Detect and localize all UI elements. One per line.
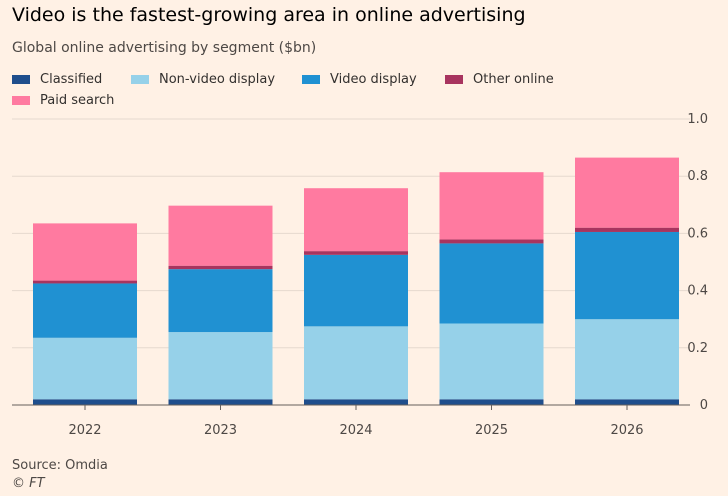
legend-label-paid-search: Paid search bbox=[40, 93, 115, 108]
legend-swatch-paid-search bbox=[12, 96, 30, 105]
bar-video-display-2022 bbox=[33, 283, 137, 338]
x-tick-label: 2026 bbox=[610, 423, 643, 438]
bar-classified-2024 bbox=[304, 399, 408, 405]
legend-label-non-video-display: Non-video display bbox=[159, 72, 276, 87]
bar-other-online-2025 bbox=[439, 239, 544, 244]
legend-swatch-classified bbox=[12, 75, 30, 84]
x-tick-label: 2025 bbox=[475, 423, 508, 438]
legend-item-classified: Classified bbox=[12, 72, 102, 87]
y-tick-label: 0.8 bbox=[687, 169, 708, 184]
bar-non-video-display-2023 bbox=[168, 332, 273, 400]
x-tick-label: 2022 bbox=[68, 423, 101, 438]
y-tick-label: 0.2 bbox=[687, 341, 708, 356]
bar-non-video-display-2024 bbox=[304, 326, 408, 400]
y-tick-label: 0.6 bbox=[687, 226, 708, 241]
chart-subtitle: Global online advertising by segment ($b… bbox=[12, 40, 317, 56]
legend-item-video-display: Video display bbox=[302, 72, 417, 87]
bar-classified-2025 bbox=[439, 399, 544, 405]
bar-paid-search-2025 bbox=[439, 172, 544, 240]
bar-other-online-2026 bbox=[575, 227, 679, 232]
bar-video-display-2024 bbox=[304, 254, 408, 327]
bar-non-video-display-2022 bbox=[33, 337, 137, 400]
bar-video-display-2023 bbox=[168, 269, 273, 333]
y-tick-label: 0 bbox=[700, 398, 708, 413]
legend: Classified Non-video display Video displ… bbox=[12, 72, 612, 116]
source-note: Source: Omdia bbox=[12, 458, 108, 473]
bar-classified-2023 bbox=[168, 399, 273, 405]
chart-title: Video is the fastest-growing area in onl… bbox=[12, 4, 526, 26]
legend-item-paid-search: Paid search bbox=[12, 93, 114, 108]
bar-paid-search-2024 bbox=[304, 188, 408, 252]
y-tick-label: 0.4 bbox=[687, 284, 708, 299]
legend-label-classified: Classified bbox=[40, 72, 103, 87]
legend-swatch-non-video-display bbox=[131, 75, 149, 84]
bar-classified-2022 bbox=[33, 399, 137, 405]
bar-other-online-2022 bbox=[33, 280, 137, 284]
bar-other-online-2023 bbox=[168, 265, 273, 270]
legend-swatch-video-display bbox=[302, 75, 320, 84]
legend-item-non-video-display: Non-video display bbox=[131, 72, 275, 87]
bar-video-display-2025 bbox=[439, 243, 544, 324]
bar-paid-search-2022 bbox=[33, 223, 137, 281]
x-tick-label: 2023 bbox=[204, 423, 237, 438]
legend-label-other-online: Other online bbox=[473, 72, 554, 87]
bar-classified-2026 bbox=[575, 399, 679, 405]
bar-non-video-display-2026 bbox=[575, 319, 679, 400]
legend-item-other-online: Other online bbox=[445, 72, 554, 87]
legend-label-video-display: Video display bbox=[330, 72, 417, 87]
ft-credit: © FT bbox=[12, 476, 45, 491]
x-tick-label: 2024 bbox=[339, 423, 372, 438]
bar-paid-search-2023 bbox=[168, 205, 273, 266]
bar-non-video-display-2025 bbox=[439, 323, 544, 400]
bar-other-online-2024 bbox=[304, 251, 408, 255]
legend-swatch-other-online bbox=[445, 75, 463, 84]
bar-video-display-2026 bbox=[575, 231, 679, 320]
bar-paid-search-2026 bbox=[575, 157, 679, 228]
y-tick-label: 1.0 bbox=[687, 112, 708, 127]
